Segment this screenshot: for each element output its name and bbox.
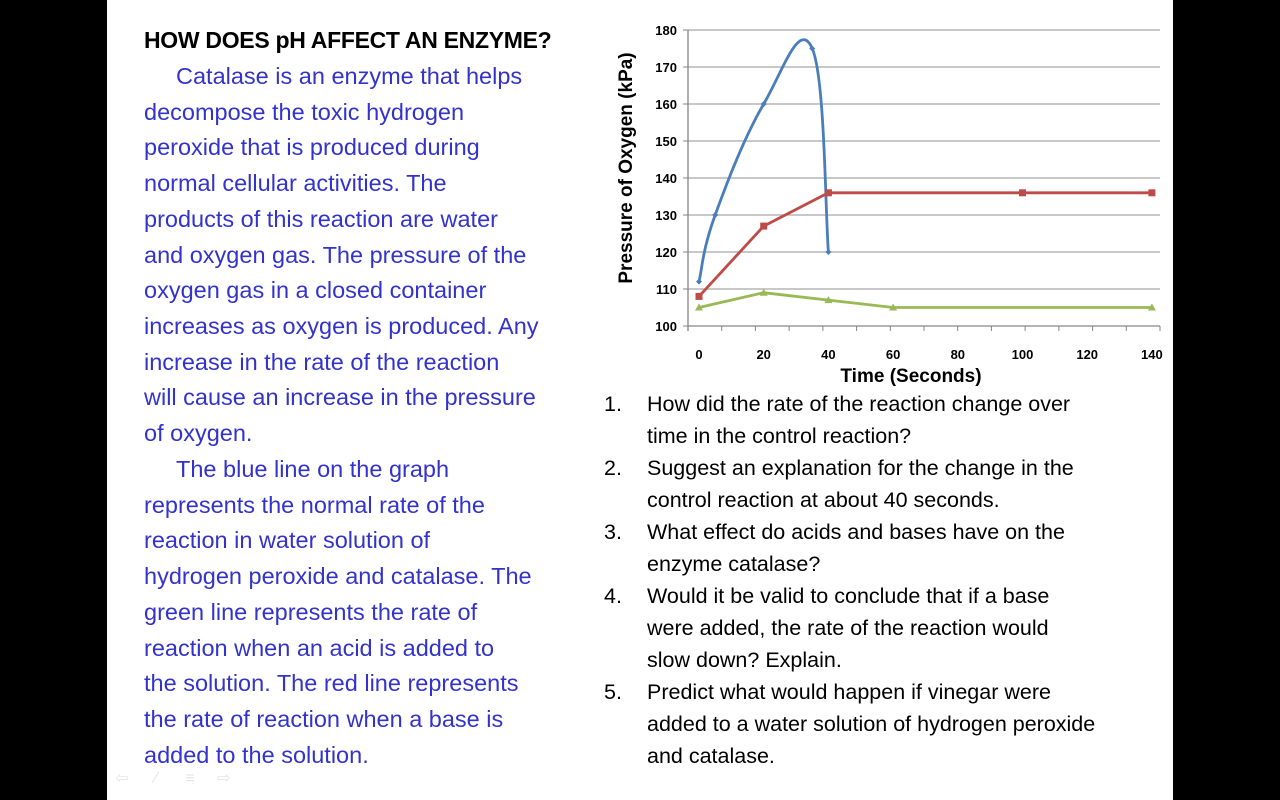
question-number: 4.: [604, 584, 622, 608]
question-text: time in the control reaction?: [647, 424, 912, 448]
paragraph-line: normal cellular activities. The: [144, 170, 447, 197]
question-text: Predict what would happen if vinegar wer…: [647, 680, 1051, 704]
previous-arrow-icon[interactable]: ⇦: [115, 770, 129, 787]
paragraph-line: of oxygen.: [144, 420, 253, 447]
question-text: Suggest an explanation for the change in…: [647, 456, 1074, 480]
pen-icon[interactable]: ∕: [154, 770, 158, 787]
paragraph-line: increases as oxygen is produced. Any: [144, 312, 539, 339]
intro-paragraph: Catalase is an enzyme that helps decompos…: [144, 59, 604, 452]
question-text: slow down? Explain.: [647, 648, 842, 672]
legend-paragraph: The blue line on the graph represents the…: [144, 452, 604, 773]
question-item: 2. Suggest an explanation for the change …: [604, 452, 1169, 516]
question-text: were added, the rate of the reaction wou…: [647, 616, 1049, 640]
question-text: control reaction at about 40 seconds.: [647, 488, 1000, 512]
next-arrow-icon[interactable]: ⇨: [217, 770, 231, 787]
question-number: 5.: [604, 680, 622, 704]
question-item: 3. What effect do acids and bases have on…: [604, 516, 1169, 580]
question-text: What effect do acids and bases have on t…: [647, 520, 1065, 544]
paragraph-line: products of this reaction are water: [144, 205, 498, 232]
slide: HOW DOES pH AFFECT AN ENZYME? Catalase i…: [107, 0, 1173, 800]
paragraph-line: The blue line on the graph: [176, 456, 450, 482]
paragraph-line: and oxygen gas. The pressure of the: [144, 241, 527, 268]
paragraph-line: will cause an increase in the pressure: [144, 384, 536, 411]
menu-icon[interactable]: ≡: [185, 770, 195, 787]
paragraph-line: green line represents the rate of: [144, 598, 478, 625]
question-text: enzyme catalase?: [647, 552, 821, 576]
question-list: 1. How did the rate of the reaction chang…: [604, 388, 1169, 772]
paragraph-line: peroxide that is produced during: [144, 134, 480, 161]
paragraph-line: the rate of reaction when a base is: [144, 705, 504, 732]
paragraph-line: reaction when an acid is added to: [144, 634, 495, 661]
question-text: Would it be valid to conclude that if a …: [647, 584, 1050, 608]
question-number: 2.: [604, 456, 622, 480]
question-text: added to a water solution of hydrogen pe…: [647, 712, 1096, 736]
question-text: How did the rate of the reaction change …: [647, 392, 1071, 416]
slide-title: HOW DOES pH AFFECT AN ENZYME?: [144, 27, 552, 53]
question-number: 3.: [604, 520, 622, 544]
question-item: 1. How did the rate of the reaction chang…: [604, 388, 1169, 452]
paragraph-line: represents the normal rate of the: [144, 491, 485, 518]
paragraph-line: hydrogen peroxide and catalase. The: [144, 563, 532, 590]
paragraph-line: added to the solution.: [144, 741, 369, 768]
paragraph-line: increase in the rate of the reaction: [144, 348, 500, 375]
question-item: 4. Would it be valid to conclude that if …: [604, 580, 1169, 676]
paragraph-line: the solution. The red line represents: [144, 670, 519, 697]
paragraph-line: reaction in water solution of: [144, 527, 431, 554]
question-item: 5. Predict what would happen if vinegar w…: [604, 676, 1169, 772]
paragraph-line: oxygen gas in a closed container: [144, 277, 487, 304]
question-number: 1.: [604, 392, 622, 416]
slideshow-nav: ⇦ ∕ ≡ ⇨: [112, 770, 234, 788]
paragraph-line: Catalase is an enzyme that helps: [176, 63, 523, 89]
question-text: and catalase.: [647, 744, 775, 768]
paragraph-line: decompose the toxic hydrogen: [144, 98, 465, 125]
